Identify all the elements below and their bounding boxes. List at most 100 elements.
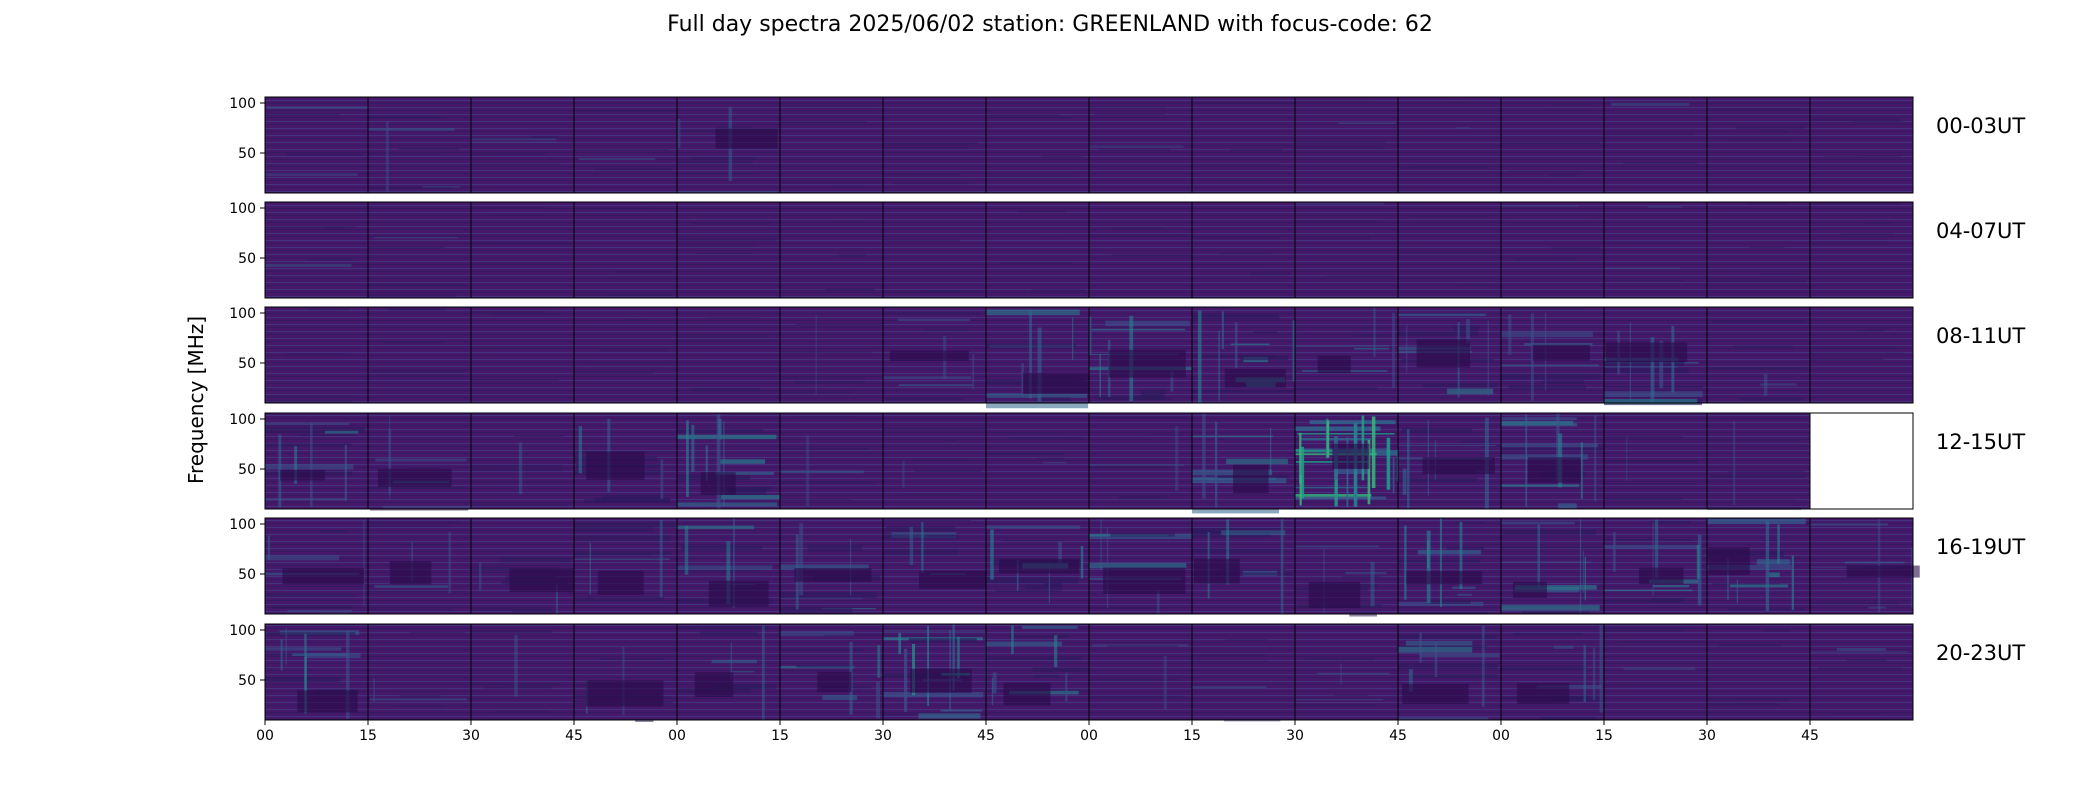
spectrum-panel [367, 517, 472, 615]
spectrum-panel [882, 623, 988, 721]
spectrum-panel [1809, 96, 1914, 194]
spectrum-panel [882, 306, 987, 404]
spectrum-panel [676, 517, 781, 615]
spectrum-panel [1294, 96, 1399, 194]
y-tick-label: 50 [238, 356, 256, 372]
spectrum-panel [1603, 96, 1708, 194]
x-tick-label: 45 [977, 728, 995, 744]
spectrum-panel [779, 623, 884, 721]
spectrum-panel [1500, 306, 1605, 404]
spectrum-panel [573, 201, 678, 299]
spectrum-panel [779, 96, 884, 194]
spectrum-panel [1603, 517, 1708, 615]
spectrum-panel [1500, 96, 1605, 194]
spectrum-panel [1397, 96, 1502, 194]
spectrum-panel [1191, 201, 1296, 299]
empty-panel [1809, 412, 1914, 510]
spectrum-panel [1088, 201, 1193, 299]
spectrum-panel [367, 96, 472, 194]
spectrum-panel [882, 412, 987, 510]
spectrum-panel [1706, 517, 1811, 615]
spectrum-panel [779, 306, 884, 404]
spectrum-panel [1191, 623, 1296, 722]
row-label: 08-11UT [1936, 324, 2025, 348]
spectrum-panel [1603, 201, 1708, 299]
spectrum-panel [676, 412, 781, 510]
y-tick-label: 100 [229, 306, 256, 322]
spectrum-panel [1809, 306, 1914, 404]
y-tick-label: 100 [229, 412, 256, 428]
spectrum-panel [264, 517, 369, 615]
y-tick-label: 100 [229, 96, 256, 112]
spectrum-panel [1706, 623, 1811, 721]
spectrum-panel [1809, 623, 1914, 721]
spectrum-panel [676, 201, 781, 299]
spectrum-panel [1191, 306, 1296, 404]
spectrum-panel [1191, 517, 1296, 615]
spectrum-panel [1397, 623, 1502, 721]
spectrum-panel [1191, 412, 1296, 514]
row-label: 00-03UT [1936, 114, 2025, 138]
spectrum-panel [1706, 201, 1811, 299]
spectrum-panel [1603, 306, 1708, 406]
spectrum-panel [882, 517, 1000, 615]
x-tick-label: 30 [874, 728, 892, 744]
row-label: 12-15UT [1936, 430, 2025, 454]
spectrum-panel [470, 306, 575, 404]
spectrum-panel [264, 201, 369, 299]
x-tick-label: 45 [1389, 728, 1407, 744]
spectrum-panel [1088, 517, 1193, 615]
spectrum-panel [1191, 96, 1296, 194]
spectrum-panel [1088, 623, 1193, 721]
spectrum-panel [1603, 623, 1708, 721]
spectrum-panel [1397, 201, 1502, 299]
spectrum-panel [1809, 201, 1914, 299]
spectrum-panel [573, 412, 678, 510]
spectrum-panel [470, 517, 578, 615]
panels-layer [264, 96, 1920, 722]
spectrum-panel [1706, 306, 1811, 404]
spectrum-panel [573, 306, 678, 404]
spectrum-panel [1603, 412, 1708, 510]
spectrum-panel [1706, 96, 1811, 194]
spectrum-panel [264, 96, 369, 194]
spectrum-panel [367, 623, 472, 721]
y-tick-label: 100 [229, 623, 256, 639]
spectrum-panel [1294, 517, 1399, 617]
y-tick-label: 50 [238, 462, 256, 478]
spectrum-panel [1397, 306, 1502, 404]
spectrum-panel [985, 517, 1090, 615]
x-tick-label: 30 [1286, 728, 1304, 744]
y-tick-label: 50 [238, 251, 256, 267]
spectrum-panel [264, 306, 369, 404]
spectrum-panel [1088, 96, 1193, 194]
spectrum-panel [1294, 412, 1401, 510]
x-tick-label: 45 [1801, 728, 1819, 744]
row-label: 16-19UT [1936, 535, 2025, 559]
spectrum-panel [1294, 623, 1399, 721]
spectrum-panel [1500, 517, 1607, 615]
chart-title: Full day spectra 2025/06/02 station: GRE… [667, 12, 1433, 37]
spectrum-panel [1088, 306, 1193, 404]
x-tick-label: 15 [1595, 728, 1613, 744]
spectrum-panel [573, 623, 678, 722]
x-tick-label: 15 [359, 728, 377, 744]
y-tick-label: 50 [238, 146, 256, 162]
x-tick-label: 00 [668, 728, 686, 744]
x-tick-label: 00 [1492, 728, 1510, 744]
spectrum-panel [1809, 517, 1920, 615]
spectrum-panel [1397, 412, 1502, 510]
spectrum-panel [985, 201, 1090, 299]
x-tick-label: 15 [1183, 728, 1201, 744]
spectrum-panel [882, 96, 987, 194]
y-tick-label: 100 [229, 201, 256, 217]
spectrum-panel [1294, 201, 1399, 299]
row-label: 04-07UT [1936, 219, 2025, 243]
y-tick-label: 50 [238, 673, 256, 689]
spectrum-panel [1500, 201, 1605, 299]
spectrum-panel [367, 306, 472, 404]
y-tick-label: 50 [238, 567, 256, 583]
spectrum-panel [470, 201, 575, 299]
spectrum-panel [470, 96, 575, 194]
